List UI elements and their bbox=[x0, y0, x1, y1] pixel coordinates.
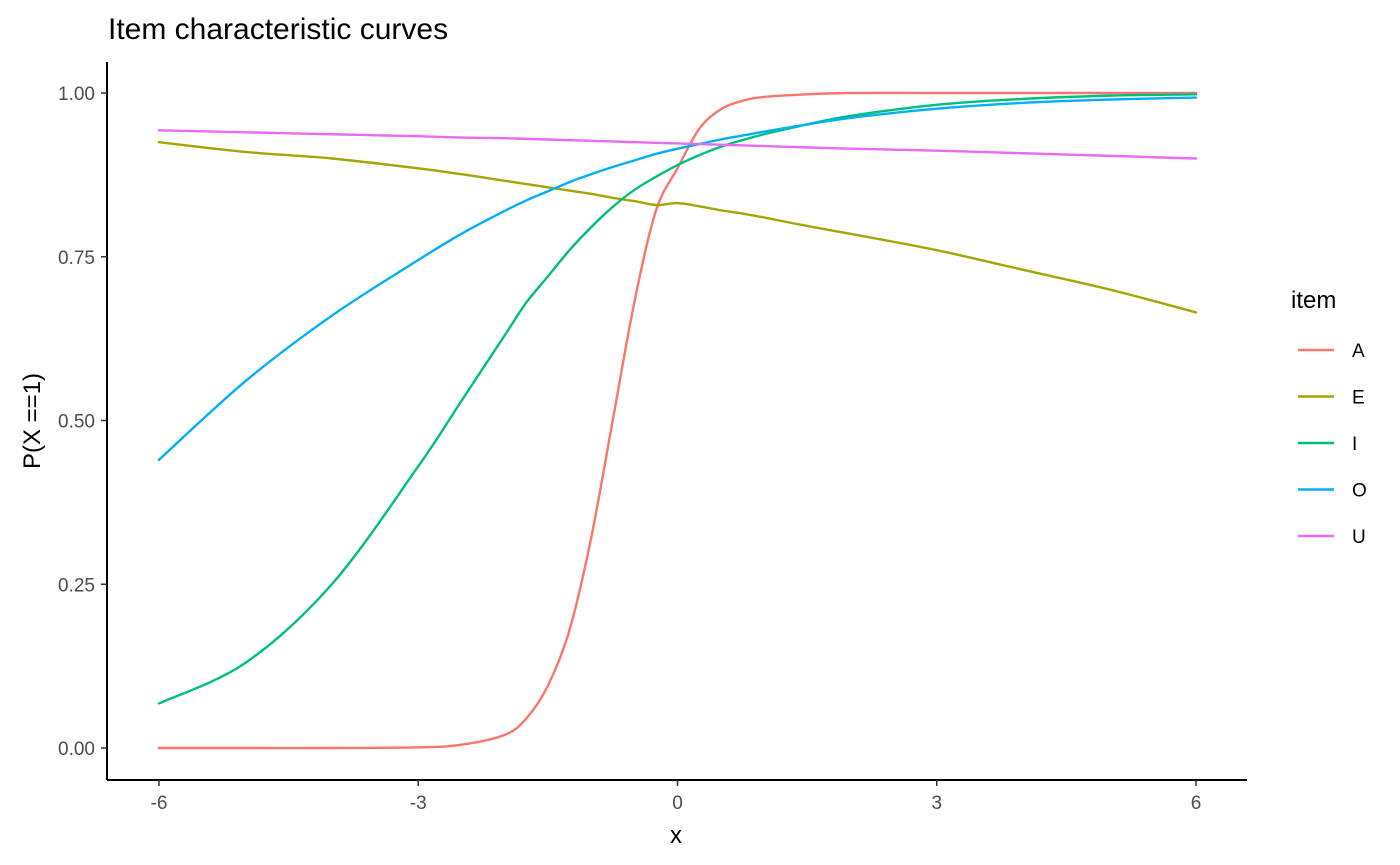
legend-title: item bbox=[1291, 287, 1336, 314]
legend-label-E: E bbox=[1352, 388, 1365, 409]
x-tick-label: 6 bbox=[1191, 793, 1202, 814]
series-line-U bbox=[157, 129, 1198, 160]
legend-label-O: O bbox=[1352, 481, 1367, 502]
series-line-A bbox=[157, 91, 1198, 750]
x-axis-title: x bbox=[670, 822, 682, 849]
y-tick-label: 1.00 bbox=[58, 84, 95, 105]
y-axis-title: P(X ==1) bbox=[19, 373, 46, 469]
y-tick-label: 0.75 bbox=[58, 248, 95, 269]
plot-area bbox=[157, 91, 1198, 750]
legend-label-U: U bbox=[1352, 527, 1366, 548]
legend-label-A: A bbox=[1352, 341, 1365, 362]
y-tick-label: 0.00 bbox=[58, 739, 95, 760]
series-line-E bbox=[157, 140, 1198, 314]
series-line-I bbox=[157, 93, 1198, 705]
y-tick-label: 0.50 bbox=[58, 412, 95, 433]
legend-label-I: I bbox=[1352, 434, 1357, 455]
series-line-O bbox=[157, 96, 1198, 461]
x-tick-label: 3 bbox=[931, 793, 942, 814]
chart-title: Item characteristic curves bbox=[108, 13, 448, 46]
y-tick-label: 0.25 bbox=[58, 575, 95, 596]
x-tick-label: -6 bbox=[151, 793, 168, 814]
axes: 0.00 0.25 0.50 0.75 1.00 -6 -3 0 3 6 bbox=[58, 62, 1247, 814]
x-tick-label: 0 bbox=[672, 793, 683, 814]
x-tick-label: -3 bbox=[410, 793, 427, 814]
legend: item A E I O U bbox=[1291, 287, 1367, 548]
